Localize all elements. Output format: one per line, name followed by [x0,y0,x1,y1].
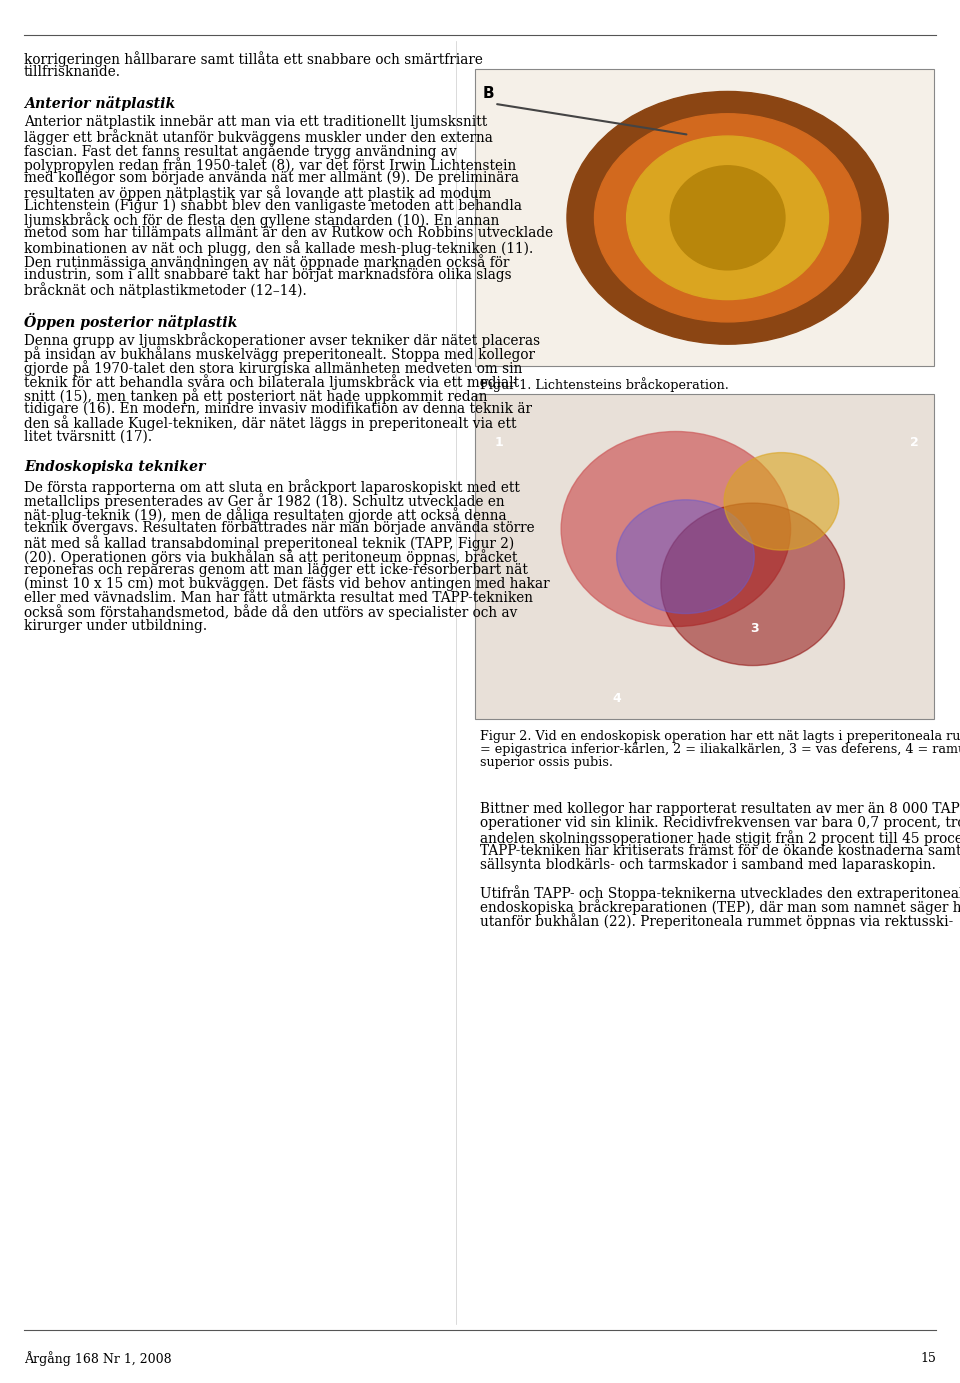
Text: tillfrisknande.: tillfrisknande. [24,65,121,79]
Text: lägger ett bråcknät utanför bukväggens muskler under den externa: lägger ett bråcknät utanför bukväggens m… [24,129,492,145]
Text: metod som har tillämpats allmänt är den av Rutkow och Robbins utvecklade: metod som har tillämpats allmänt är den … [24,227,553,241]
Text: teknik övergavs. Resultaten förbättrades när man började använda större: teknik övergavs. Resultaten förbättrades… [24,521,535,535]
Ellipse shape [660,503,845,665]
Text: fascian. Fast det fanns resultat angående trygg användning av: fascian. Fast det fanns resultat angåend… [24,142,457,159]
Text: polypropylen redan från 1950-talet (8), var det först Irwin Lichtenstein: polypropylen redan från 1950-talet (8), … [24,156,516,173]
Text: Denna grupp av ljumskbråckoperationer avser tekniker där nätet placeras: Denna grupp av ljumskbråckoperationer av… [24,332,540,349]
Text: Den rutinmässiga användningen av nät öppnade marknaden också för: Den rutinmässiga användningen av nät öpp… [24,254,510,270]
Text: korrigeringen hållbarare samt tillåta ett snabbare och smärtfriare: korrigeringen hållbarare samt tillåta et… [24,51,483,66]
Text: tidigare (16). En modern, mindre invasiv modifikation av denna teknik är: tidigare (16). En modern, mindre invasiv… [24,401,532,416]
Text: 4: 4 [612,693,622,705]
Bar [475,69,934,366]
Ellipse shape [724,452,839,550]
Text: 1: 1 [494,436,503,448]
Text: Öppen posterior nätplastik: Öppen posterior nätplastik [24,313,237,329]
Ellipse shape [616,499,755,614]
Text: sällsynta blodkärls- och tarmskador i samband med laparaskopin.: sällsynta blodkärls- och tarmskador i sa… [480,857,936,871]
Text: med kollegor som började använda nät mer allmänt (9). De preliminära: med kollegor som började använda nät mer… [24,170,519,185]
Text: industrin, som i allt snabbare takt har börjat marknadsföra olika slags: industrin, som i allt snabbare takt har … [24,268,512,282]
Text: operationer vid sin klinik. Recidivfrekvensen var bara 0,7 procent, trots att: operationer vid sin klinik. Recidivfrekv… [480,816,960,830]
Ellipse shape [594,113,861,322]
Text: superior ossis pubis.: superior ossis pubis. [480,757,613,769]
Text: på insidan av bukhålans muskelvägg preperitonealt. Stoppa med kollegor: på insidan av bukhålans muskelvägg prepe… [24,346,535,362]
Text: bråcknät och nätplastikmetoder (12–14).: bråcknät och nätplastikmetoder (12–14). [24,282,307,297]
Text: De första rapporterna om att sluta en bråckport laparoskopiskt med ett: De första rapporterna om att sluta en br… [24,480,520,495]
Text: teknik för att behandla svåra och bilaterala ljumskbråck via ett medialt: teknik för att behandla svåra och bilate… [24,373,519,390]
Text: nät-plug-teknik (19), men de dåliga resultaten gjorde att också denna: nät-plug-teknik (19), men de dåliga resu… [24,508,507,523]
Text: resultaten av öppen nätplastik var så lovande att plastik ad modum: resultaten av öppen nätplastik var så lo… [24,184,492,201]
Text: (20). Operationen görs via bukhålan så att peritoneum öppnas, bråcket: (20). Operationen görs via bukhålan så a… [24,549,517,564]
Text: 15: 15 [920,1351,936,1365]
Text: Bittner med kollegor har rapporterat resultaten av mer än 8 000 TAPP-: Bittner med kollegor har rapporterat res… [480,802,960,816]
Text: Anterior nätplastik: Anterior nätplastik [24,95,176,111]
Text: = epigastrica inferior-kärlen, 2 = iliakalkärlen, 3 = vas deferens, 4 = ramus: = epigastrica inferior-kärlen, 2 = iliak… [480,743,960,757]
Text: (minst 10 x 15 cm) mot bukväggen. Det fästs vid behov antingen med hakar: (minst 10 x 15 cm) mot bukväggen. Det fä… [24,577,550,591]
Text: snitt (15), men tanken på ett posteriort nät hade uppkommit redan: snitt (15), men tanken på ett posteriort… [24,387,488,404]
Text: endoskopiska bråckreparationen (TEP), där man som namnet säger håller sig: endoskopiska bråckreparationen (TEP), dä… [480,899,960,916]
Text: nät med så kallad transabdominal preperitoneal teknik (TAPP, Figur 2): nät med så kallad transabdominal preperi… [24,535,515,550]
Text: den så kallade Kugel-tekniken, där nätet läggs in preperitonealt via ett: den så kallade Kugel-tekniken, där nätet… [24,415,516,431]
Text: kombinationen av nät och plugg, den så kallade mesh-plug-tekniken (11).: kombinationen av nät och plugg, den så k… [24,241,533,256]
Text: metallclips presenterades av Ger år 1982 (18). Schultz utvecklade en: metallclips presenterades av Ger år 1982… [24,494,505,509]
Text: utanför bukhålan (22). Preperitoneala rummet öppnas via rektusski-: utanför bukhålan (22). Preperitoneala ru… [480,913,953,929]
Text: 2: 2 [910,436,919,448]
Text: B: B [483,86,494,101]
Bar [475,394,934,719]
Text: Lichtenstein (Figur 1) snabbt blev den vanligaste metoden att behandla: Lichtenstein (Figur 1) snabbt blev den v… [24,199,522,213]
Text: reponeras och repareras genom att man lägger ett icke-resorberbart nät: reponeras och repareras genom att man lä… [24,563,528,577]
Text: andelen skolningssoperationer hade stigit från 2 procent till 45 procent (21).: andelen skolningssoperationer hade stigi… [480,830,960,846]
Text: litet tvärsnitt (17).: litet tvärsnitt (17). [24,429,152,444]
Text: kirurger under utbildning.: kirurger under utbildning. [24,618,207,632]
Ellipse shape [627,136,828,300]
Text: TAPP-tekniken har kritiserats främst för de ökande kostnaderna samt för: TAPP-tekniken har kritiserats främst för… [480,844,960,857]
Text: Utifrån TAPP- och Stoppa-teknikerna utvecklades den extraperitoneala: Utifrån TAPP- och Stoppa-teknikerna utve… [480,885,960,902]
Text: också som förstahandsmetod, både då den utförs av specialister och av: också som förstahandsmetod, både då den … [24,604,517,621]
Text: eller med vävnadslim. Man har fått utmärkta resultat med TAPP-tekniken: eller med vävnadslim. Man har fått utmär… [24,591,533,604]
Text: Figur 2. Vid en endoskopisk operation har ett nät lagts i preperitoneala rummet.: Figur 2. Vid en endoskopisk operation ha… [480,730,960,743]
Ellipse shape [561,431,790,626]
Text: Figur 1. Lichtensteins bråckoperation.: Figur 1. Lichtensteins bråckoperation. [480,378,729,393]
Text: 3: 3 [751,622,759,635]
Text: ljumskbråck och för de flesta den gyllene standarden (10). En annan: ljumskbråck och för de flesta den gyllen… [24,213,499,228]
Ellipse shape [670,166,785,270]
Text: gjorde på 1970-talet den stora kirurgiska allmänheten medveten om sin: gjorde på 1970-talet den stora kirurgisk… [24,360,522,376]
Text: Anterior nätplastik innebär att man via ett traditionellt ljumsksnitt: Anterior nätplastik innebär att man via … [24,115,488,129]
Ellipse shape [567,91,888,344]
Text: Endoskopiska tekniker: Endoskopiska tekniker [24,461,205,474]
Text: Årgång 168 Nr 1, 2008: Årgång 168 Nr 1, 2008 [24,1351,172,1365]
